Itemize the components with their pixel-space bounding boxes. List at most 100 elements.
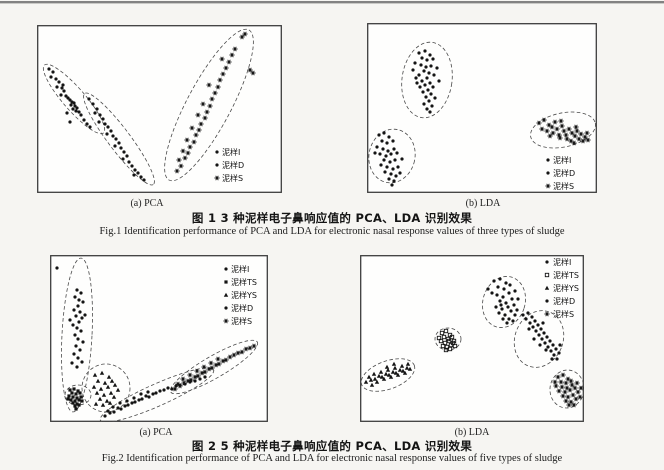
scatter-point <box>106 409 110 413</box>
scatter-point <box>209 365 215 371</box>
scatter-point <box>585 137 591 143</box>
scatter-point <box>109 129 113 133</box>
scatter-point <box>178 163 184 169</box>
scatter-point <box>83 313 87 317</box>
star-ray <box>224 318 228 324</box>
scatter-point <box>251 343 257 349</box>
scatter-point <box>130 401 134 405</box>
legend-item: 泥样D <box>545 296 575 306</box>
panel-fig1-pca: 泥样I 泥样D 泥样S <box>37 25 282 193</box>
scatter-point <box>497 311 501 315</box>
star-ray <box>173 386 177 392</box>
scatter-point <box>184 137 190 143</box>
legend-item: 泥样D <box>224 303 253 313</box>
star-ray <box>205 109 209 115</box>
star-ray <box>561 372 565 378</box>
star-ray <box>202 364 206 370</box>
scatter-point <box>193 132 199 138</box>
legend-item: 泥样S <box>214 173 243 183</box>
scatter-point <box>209 96 215 102</box>
scatter-point <box>208 360 214 366</box>
scatter-point <box>203 375 207 379</box>
plot-frame <box>360 255 584 422</box>
scatter-point <box>77 298 81 302</box>
scatter-point <box>206 82 212 88</box>
star-ray <box>569 138 573 144</box>
scatter-point <box>70 361 74 365</box>
star-ray <box>233 46 237 52</box>
scatter-point <box>97 396 103 401</box>
scatter-point <box>105 384 111 389</box>
scatter-point <box>185 150 191 156</box>
scatter-point <box>388 374 394 379</box>
star-ray <box>540 126 544 132</box>
scatter-point <box>573 396 579 402</box>
scatter-point <box>546 345 550 349</box>
scatter-point <box>441 334 447 340</box>
scatter-point <box>430 104 434 108</box>
star-ray <box>181 376 185 382</box>
scatter-point <box>71 401 75 405</box>
scatter-point <box>395 151 399 155</box>
scatter-point <box>393 370 399 375</box>
scatter-point <box>111 134 115 138</box>
star-ray <box>216 356 220 362</box>
scatter-point <box>64 94 68 98</box>
scatter-point <box>102 380 108 385</box>
series-dot <box>103 375 207 418</box>
scatter-point <box>534 329 538 333</box>
scatter-point <box>405 361 411 366</box>
star-ray <box>190 125 194 131</box>
scatter-point <box>389 172 393 176</box>
star-ray <box>575 380 579 386</box>
star-ray <box>559 118 563 124</box>
scatter-point <box>563 398 569 404</box>
star-ray <box>537 120 541 126</box>
legend-star-icon <box>223 318 229 324</box>
scatter-point <box>147 395 151 399</box>
scatter-point <box>384 364 390 369</box>
scatter-point <box>394 174 398 178</box>
scatter-point <box>544 128 550 134</box>
scatter-point <box>560 372 566 378</box>
scatter-point <box>59 93 63 97</box>
series-dot <box>87 97 146 182</box>
scatter-point <box>566 126 572 132</box>
scatter-point <box>75 106 79 110</box>
star-ray <box>565 136 569 142</box>
scatter-point <box>561 128 567 134</box>
scatter-point <box>398 171 402 175</box>
scatter-point <box>407 366 413 371</box>
scatter-point <box>73 104 77 108</box>
star-ray <box>209 360 213 366</box>
series-triangle <box>363 361 413 387</box>
series-square <box>66 387 84 411</box>
scatter-point <box>85 122 89 126</box>
star-ray <box>554 383 558 389</box>
star-ray <box>224 65 228 71</box>
scatter-point <box>75 402 79 406</box>
scatter-point <box>526 311 530 315</box>
star-ray <box>185 137 189 143</box>
scatter-point <box>51 70 55 74</box>
legend-dot-icon <box>545 260 549 264</box>
cluster-ellipse <box>368 128 416 184</box>
scatter-point <box>556 132 562 138</box>
scatter-point <box>188 377 194 383</box>
scatter-point <box>413 61 417 65</box>
scatter-point <box>180 148 186 154</box>
scatter-point <box>428 53 432 57</box>
scatter-point <box>74 392 78 396</box>
scatter-point <box>541 321 545 325</box>
scatter-point <box>570 392 576 398</box>
scatter-point <box>383 371 389 376</box>
scatter-point <box>379 163 383 167</box>
star-ray <box>195 368 199 374</box>
scatter-point <box>117 141 121 145</box>
scatter-point <box>436 335 442 341</box>
scatter-point <box>191 139 197 145</box>
scatter-point <box>103 414 107 418</box>
legend-label: 泥样YS <box>553 283 579 293</box>
star-ray <box>227 59 231 65</box>
scatter-point <box>420 56 424 60</box>
